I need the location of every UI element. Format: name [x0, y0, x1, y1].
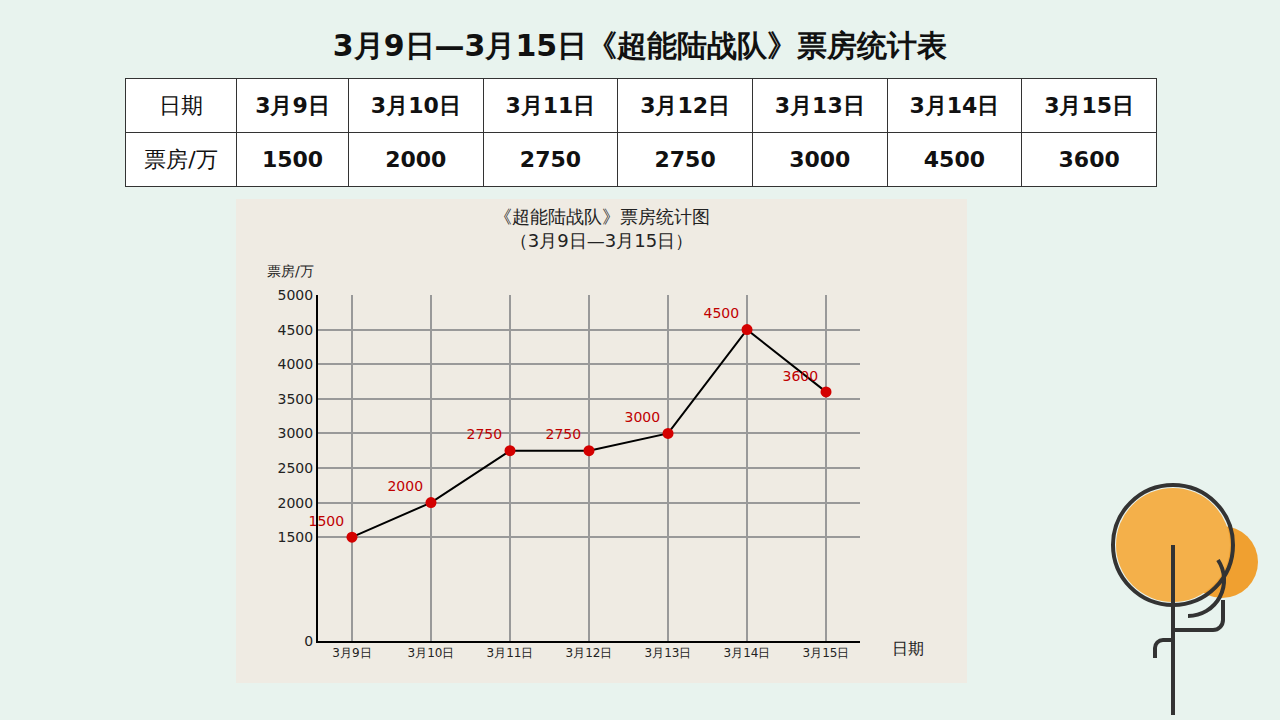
html-text:2750: 2750	[519, 147, 582, 172]
svg-text:3月13日: 3月13日	[645, 646, 692, 660]
html-text:2750: 2750	[654, 147, 716, 172]
svg-text:3月11日: 3月11日	[487, 646, 534, 660]
svg-text:票房/万: 票房/万	[267, 263, 314, 279]
html-text:票房/万: 票房/万	[144, 146, 218, 172]
html-text:3月14日: 3月14日	[909, 92, 1000, 118]
svg-text:4000: 4000	[278, 356, 314, 372]
svg-text:3月9日: 3月9日	[332, 646, 371, 660]
html-text:3月9日: 3月9日	[255, 92, 330, 118]
html-text:3000: 3000	[789, 147, 851, 172]
html-text:日期: 日期	[159, 92, 203, 118]
svg-text:4500: 4500	[278, 322, 314, 338]
svg-text:2000: 2000	[278, 495, 314, 511]
svg-text:3月14日: 3月14日	[724, 646, 771, 660]
svg-text:3月10日: 3月10日	[408, 646, 455, 660]
html-text:1500: 1500	[261, 147, 324, 172]
svg-text:3月15日: 3月15日	[803, 646, 850, 660]
svg-text:2500: 2500	[278, 460, 314, 476]
svg-text:《超能陆战队》票房统计图（3月9日—3月15日）: 《超能陆战队》票房统计图（3月9日—3月15日）	[494, 206, 710, 250]
svg-text:3500: 3500	[278, 391, 314, 407]
svg-text:1500: 1500	[308, 513, 344, 529]
html-text:3月12日: 3月12日	[640, 92, 731, 118]
html-text:2000: 2000	[385, 147, 447, 172]
svg-text:2000: 2000	[387, 478, 423, 494]
html-text:3600: 3600	[1058, 147, 1120, 172]
html-text:3月9日—3月15日《超能陆战队》票房统计表: 3月9日—3月15日《超能陆战队》票房统计表	[332, 28, 948, 63]
svg-text:3600: 3600	[783, 368, 819, 384]
svg-text:日期: 日期	[892, 639, 924, 658]
svg-text:2750: 2750	[545, 426, 581, 442]
html-text:3月13日: 3月13日	[774, 92, 865, 118]
svg-text:2750: 2750	[466, 426, 502, 442]
html-text:4500: 4500	[923, 147, 985, 172]
html-text:3月15日: 3月15日	[1044, 92, 1135, 118]
svg-text:0: 0	[304, 633, 313, 649]
html-text:3月10日: 3月10日	[370, 92, 461, 118]
svg-text:4500: 4500	[704, 305, 740, 321]
svg-text:1500: 1500	[278, 529, 314, 545]
html-text:3月11日: 3月11日	[505, 92, 596, 118]
svg-text:3000: 3000	[278, 425, 314, 441]
svg-text:5000: 5000	[278, 287, 314, 303]
svg-text:3000: 3000	[624, 409, 660, 425]
svg-text:3月12日: 3月12日	[566, 646, 613, 660]
